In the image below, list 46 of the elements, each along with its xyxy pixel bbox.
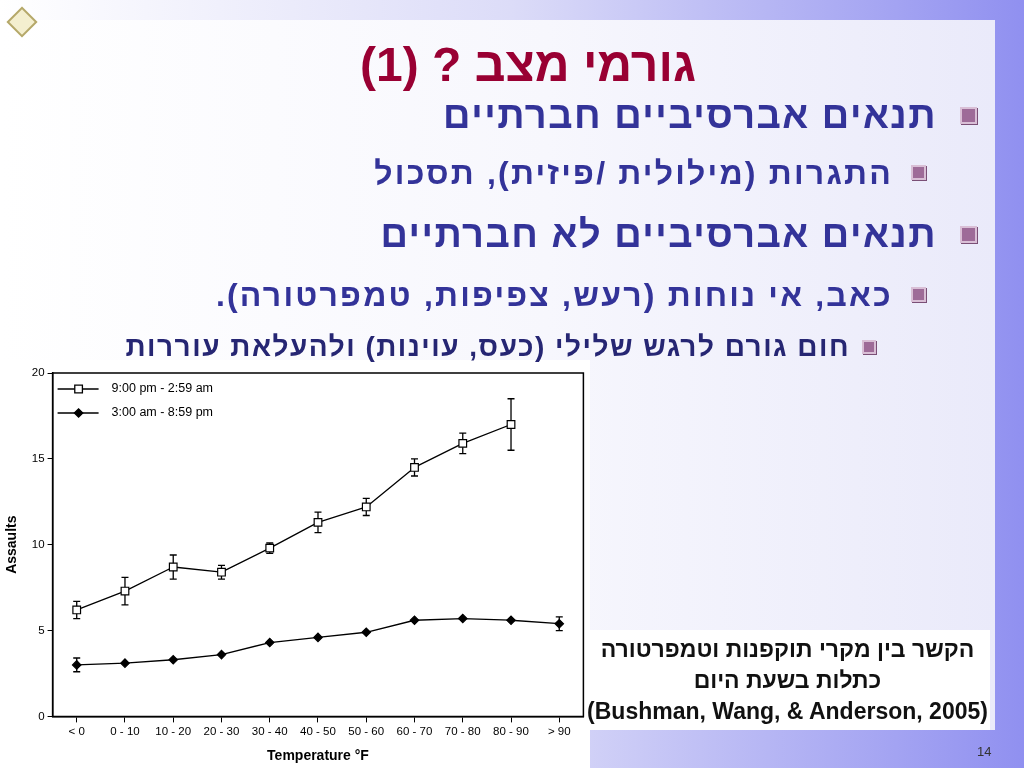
x-axis-title: Temperature °F bbox=[267, 747, 370, 764]
legend-label: 3:00 am - 8:59 pm bbox=[111, 405, 214, 420]
text: הקשר בין מקרי תוקפנות וטמפרטורה כתלות בשעת היום bbox=[599, 635, 976, 695]
point bbox=[264, 637, 275, 648]
y-axis-title: Assaults bbox=[3, 515, 20, 574]
point bbox=[168, 654, 179, 665]
point bbox=[506, 615, 516, 626]
point bbox=[361, 627, 372, 638]
y-tick-label: 0 bbox=[38, 709, 45, 722]
text: (Bushman, Wang, & Anderson, 2005) bbox=[586, 697, 989, 726]
legend-label: 9:00 pm - 2:59 am bbox=[111, 381, 214, 396]
text: 14 bbox=[977, 744, 992, 760]
chart-title: גורמי מצב ? (1) bbox=[359, 37, 697, 93]
point bbox=[506, 420, 516, 429]
text: התגרות (מילולית /פיזית), תסכול bbox=[374, 153, 893, 193]
x-tick-label: 70 - 80 bbox=[444, 725, 481, 738]
point bbox=[168, 562, 178, 572]
x-tick-label: 40 - 50 bbox=[300, 725, 336, 738]
text: תנאים אברסיביים חברתיים bbox=[443, 93, 937, 139]
text: חום גורם לרגש שלילי (כעס, עוינות) ולהעלאת עוררות bbox=[125, 330, 850, 364]
x-tick-label: 20 - 30 bbox=[203, 725, 240, 738]
x-tick-label: 30 - 40 bbox=[251, 725, 288, 738]
point bbox=[457, 613, 468, 624]
x-tick-label: 80 - 90 bbox=[493, 725, 529, 738]
x-tick-label: 60 - 70 bbox=[396, 725, 433, 738]
point bbox=[120, 586, 130, 596]
point bbox=[409, 615, 420, 626]
point bbox=[313, 632, 323, 643]
x-tick-label: > 90 bbox=[547, 725, 571, 738]
text: כאב, אי נוחות (רעש, צפיפות, טמפרטורה). bbox=[215, 275, 893, 315]
text: תנאים אברסיביים לא חברתיים bbox=[380, 212, 937, 258]
point bbox=[361, 502, 371, 512]
x-tick-label: < 0 bbox=[68, 725, 85, 738]
y-tick-label: 10 bbox=[31, 537, 45, 550]
y-tick-label: 20 bbox=[31, 366, 45, 379]
point bbox=[410, 463, 419, 472]
y-tick-label: 5 bbox=[38, 623, 45, 636]
x-tick-label: 10 - 20 bbox=[155, 725, 192, 738]
x-tick-label: 0 - 10 bbox=[110, 725, 140, 738]
point bbox=[458, 438, 468, 448]
point bbox=[216, 649, 227, 660]
point bbox=[313, 517, 323, 527]
x-tick-label: 50 - 60 bbox=[348, 725, 385, 738]
y-tick-label: 15 bbox=[31, 452, 45, 465]
point bbox=[72, 605, 82, 615]
point bbox=[120, 658, 130, 668]
